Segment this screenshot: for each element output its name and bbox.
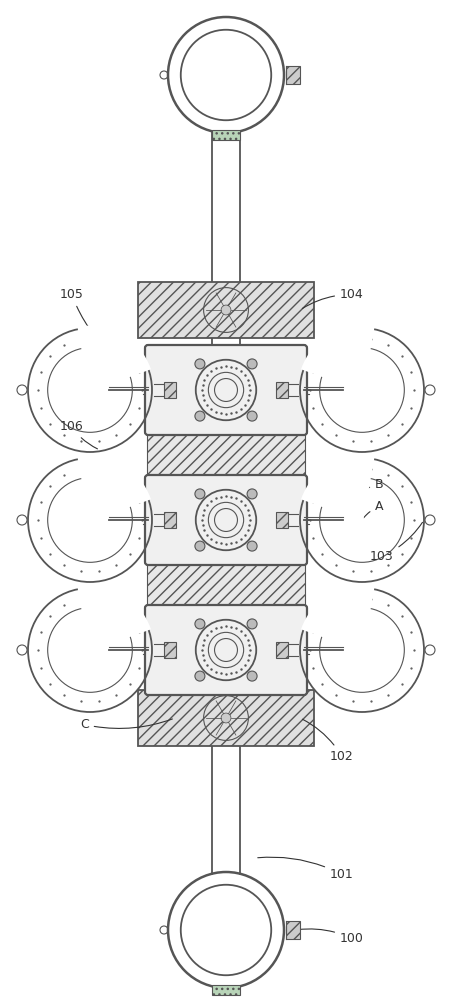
Text: 103: 103 [369, 522, 422, 563]
Circle shape [247, 489, 257, 499]
Circle shape [194, 619, 204, 629]
Text: 104: 104 [302, 288, 363, 309]
Bar [138, 690, 313, 746]
Wedge shape [79, 457, 149, 520]
Bar [212, 985, 239, 995]
Bar [164, 512, 175, 528]
Bar [285, 921, 299, 939]
Circle shape [247, 359, 257, 369]
Bar [147, 554, 304, 616]
Text: A: A [363, 500, 382, 518]
Circle shape [194, 489, 204, 499]
Text: B: B [351, 478, 383, 498]
FancyBboxPatch shape [145, 605, 306, 695]
Wedge shape [79, 587, 149, 650]
Text: 101: 101 [257, 857, 353, 881]
Circle shape [221, 305, 230, 315]
Bar [276, 382, 287, 398]
Text: 100: 100 [297, 929, 363, 945]
Bar [138, 282, 313, 338]
Circle shape [194, 359, 204, 369]
Text: 102: 102 [302, 719, 353, 763]
Wedge shape [302, 327, 372, 390]
FancyBboxPatch shape [145, 475, 306, 565]
Text: 106: 106 [60, 420, 97, 449]
Circle shape [247, 411, 257, 421]
Text: 105: 105 [60, 288, 118, 358]
Bar [164, 382, 175, 398]
Bar [164, 642, 175, 658]
Bar [212, 130, 239, 140]
Wedge shape [302, 457, 372, 520]
Bar [276, 642, 287, 658]
Circle shape [247, 671, 257, 681]
Circle shape [194, 671, 204, 681]
Circle shape [194, 411, 204, 421]
FancyBboxPatch shape [145, 345, 306, 435]
Text: C: C [80, 718, 172, 731]
Bar [276, 512, 287, 528]
Bar [285, 66, 299, 84]
Wedge shape [79, 327, 149, 390]
Circle shape [247, 619, 257, 629]
Circle shape [247, 541, 257, 551]
Bar [147, 424, 304, 486]
Circle shape [221, 713, 230, 723]
Circle shape [194, 541, 204, 551]
Wedge shape [302, 587, 372, 650]
